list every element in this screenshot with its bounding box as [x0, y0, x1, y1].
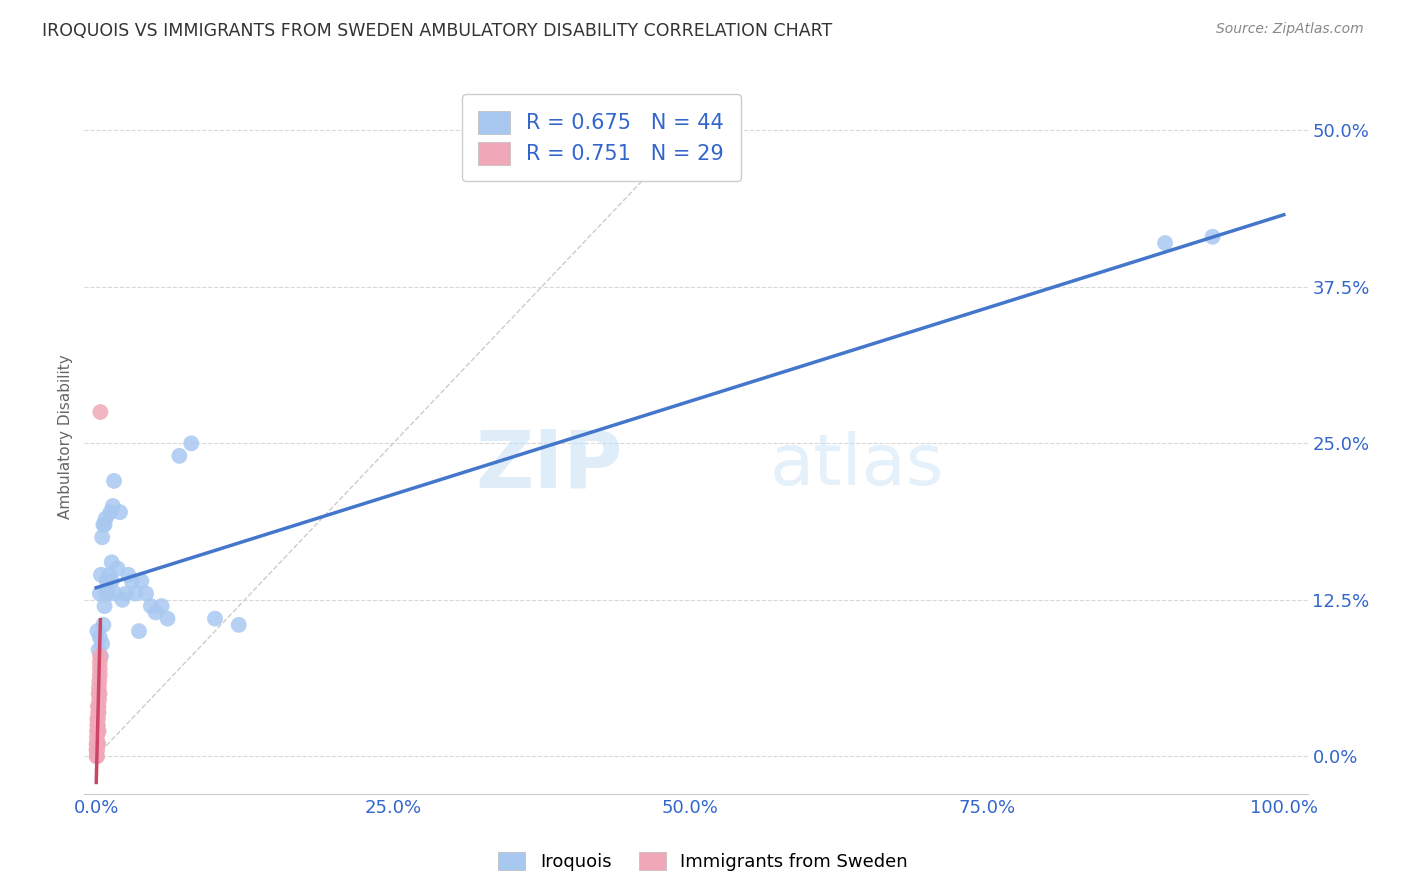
- Point: [139, 599, 162, 613]
- Point: [100, 574, 122, 588]
- Point: [87, 681, 110, 695]
- Point: [87, 687, 110, 701]
- Text: IROQUOIS VS IMMIGRANTS FROM SWEDEN AMBULATORY DISABILITY CORRELATION CHART: IROQUOIS VS IMMIGRANTS FROM SWEDEN AMBUL…: [42, 22, 832, 40]
- Point: [135, 586, 157, 600]
- Text: atlas: atlas: [769, 431, 943, 500]
- Point: [86, 718, 108, 732]
- Point: [121, 574, 143, 588]
- Point: [100, 555, 122, 569]
- Point: [94, 511, 117, 525]
- Point: [87, 699, 110, 714]
- Point: [111, 592, 134, 607]
- Text: Source: ZipAtlas.com: Source: ZipAtlas.com: [1216, 22, 1364, 37]
- Point: [228, 618, 250, 632]
- Point: [86, 743, 108, 757]
- Point: [96, 574, 118, 588]
- Point: [104, 586, 127, 600]
- Point: [86, 749, 108, 764]
- Point: [1154, 235, 1177, 250]
- Point: [86, 731, 108, 745]
- Point: [94, 586, 117, 600]
- Point: [89, 649, 111, 664]
- Point: [100, 505, 122, 519]
- Point: [89, 662, 111, 676]
- Text: ZIP: ZIP: [475, 426, 623, 505]
- Point: [108, 505, 131, 519]
- Point: [97, 586, 120, 600]
- Point: [90, 567, 112, 582]
- Point: [87, 699, 110, 714]
- Point: [86, 749, 108, 764]
- Point: [1201, 229, 1223, 244]
- Point: [89, 631, 111, 645]
- Point: [93, 517, 115, 532]
- Point: [93, 599, 115, 613]
- Point: [87, 718, 110, 732]
- Point: [87, 643, 110, 657]
- Point: [87, 706, 110, 720]
- Point: [89, 687, 111, 701]
- Point: [117, 567, 139, 582]
- Point: [115, 586, 138, 600]
- Point: [101, 499, 124, 513]
- Point: [89, 656, 111, 670]
- Point: [93, 618, 115, 632]
- Point: [90, 649, 112, 664]
- Point: [89, 674, 111, 689]
- Point: [97, 574, 120, 588]
- Point: [98, 567, 121, 582]
- Point: [87, 712, 110, 726]
- Legend: Iroquois, Immigrants from Sweden: Iroquois, Immigrants from Sweden: [491, 845, 915, 879]
- Point: [124, 586, 146, 600]
- Point: [128, 624, 150, 639]
- Point: [87, 706, 110, 720]
- Point: [91, 637, 114, 651]
- Point: [89, 586, 111, 600]
- Point: [93, 517, 115, 532]
- Point: [86, 737, 108, 751]
- Point: [145, 605, 167, 619]
- Point: [87, 724, 110, 739]
- Point: [86, 724, 108, 739]
- Point: [150, 599, 173, 613]
- Point: [103, 474, 125, 488]
- Point: [89, 405, 111, 419]
- Point: [156, 612, 179, 626]
- Point: [86, 624, 108, 639]
- Point: [86, 724, 108, 739]
- Point: [89, 668, 111, 682]
- Point: [107, 561, 129, 575]
- Point: [180, 436, 202, 450]
- Legend: R = 0.675   N = 44, R = 0.751   N = 29: R = 0.675 N = 44, R = 0.751 N = 29: [461, 95, 741, 181]
- Point: [131, 574, 153, 588]
- Point: [169, 449, 191, 463]
- Point: [91, 530, 114, 544]
- Point: [86, 712, 108, 726]
- Point: [87, 693, 110, 707]
- Y-axis label: Ambulatory Disability: Ambulatory Disability: [58, 355, 73, 519]
- Point: [204, 612, 226, 626]
- Point: [87, 737, 110, 751]
- Point: [86, 743, 108, 757]
- Point: [86, 737, 108, 751]
